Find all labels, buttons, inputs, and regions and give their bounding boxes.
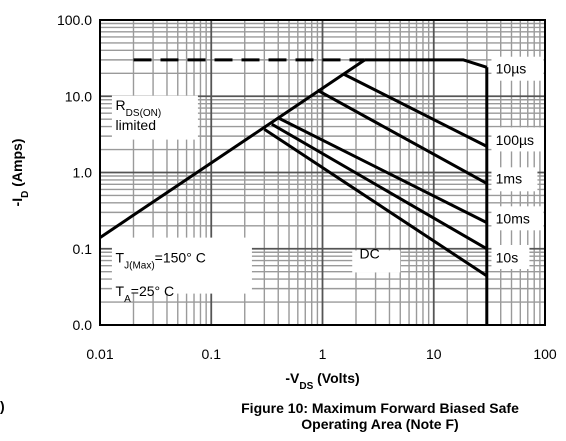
x-tick-label: 0.1 xyxy=(202,346,222,362)
x-tick-label: 100 xyxy=(533,346,557,362)
curve-label: 10µs xyxy=(496,60,527,76)
tj-max-annotation: TJ(Max)=150° C xyxy=(116,250,206,272)
curve-1ms xyxy=(316,88,488,185)
y-tick-label: 100.0 xyxy=(57,12,92,28)
figure-caption: Figure 10: Maximum Forward Biased Safe O… xyxy=(200,400,560,432)
curve-label: 100µs xyxy=(496,132,534,148)
x-axis-title: -VDS (Volts) xyxy=(285,370,359,392)
text-span: -I xyxy=(9,198,25,207)
text-span: T xyxy=(116,283,125,299)
rds-on-annotation: RDS(ON) xyxy=(116,97,162,119)
limited-annotation: limited xyxy=(116,117,156,133)
label-background xyxy=(491,127,548,152)
stray-parenthesis: ) xyxy=(0,398,5,414)
plot-frame xyxy=(99,19,546,326)
y-tick-label: 1.0 xyxy=(73,165,93,181)
label-background xyxy=(111,237,252,294)
text-span: T xyxy=(116,250,125,266)
subscript: J(Max) xyxy=(124,260,155,271)
label-background xyxy=(491,167,538,192)
ta-annotation: TA=25° C xyxy=(116,283,175,305)
x-tick-label: 0.01 xyxy=(86,346,113,362)
x-tick-labels: 0.01 0.1 1 10 100 xyxy=(86,346,557,362)
subscript: D xyxy=(20,191,31,198)
curves xyxy=(99,58,489,325)
text-span: =150° C xyxy=(155,250,206,266)
subscript: DS(ON) xyxy=(126,108,162,119)
text-span: =25° C xyxy=(131,283,174,299)
curve-label: 10s xyxy=(496,250,519,266)
text-span: -V xyxy=(285,370,300,386)
y-tick-label: 0.1 xyxy=(73,241,93,257)
label-background xyxy=(111,95,198,140)
text-span: (Volts) xyxy=(313,370,359,386)
curve-10s xyxy=(271,122,488,251)
rds-on-limit-line xyxy=(99,58,366,239)
x-tick-label: 10 xyxy=(426,346,442,362)
caption-line-1: Figure 10: Maximum Forward Biased Safe xyxy=(241,400,519,416)
y-axis-title: -ID (Amps) xyxy=(9,139,31,207)
axis-titles: -VDS (Volts) -ID (Amps) xyxy=(9,139,360,392)
label-background xyxy=(352,250,401,273)
curve-100s xyxy=(343,72,488,148)
curve-label: 1ms xyxy=(496,170,522,186)
y-tick-label: 10.0 xyxy=(65,88,92,104)
label-background xyxy=(491,206,544,231)
label-background xyxy=(491,56,544,81)
caption-line-2: Operating Area (Note F) xyxy=(301,416,459,432)
curve-dc xyxy=(263,127,488,278)
curve-10s xyxy=(364,58,488,69)
curve-label: 10ms xyxy=(496,210,530,226)
curve-10ms xyxy=(277,116,488,224)
x-tick-label: 1 xyxy=(319,346,327,362)
text-span: (Amps) xyxy=(9,139,25,191)
curve-label: DC xyxy=(359,245,379,261)
y-tick-labels: 100.0 10.0 1.0 0.1 0.0 xyxy=(57,12,92,333)
text-span: R xyxy=(116,97,126,113)
curve-labels: 10µs 100µs 1ms 10ms 10s DC xyxy=(359,60,534,265)
y-tick-label: 0.0 xyxy=(73,317,93,333)
label-background xyxy=(491,244,530,269)
subscript: A xyxy=(124,294,131,305)
annotation-backgrounds xyxy=(111,56,548,294)
subscript: DS xyxy=(299,381,313,392)
